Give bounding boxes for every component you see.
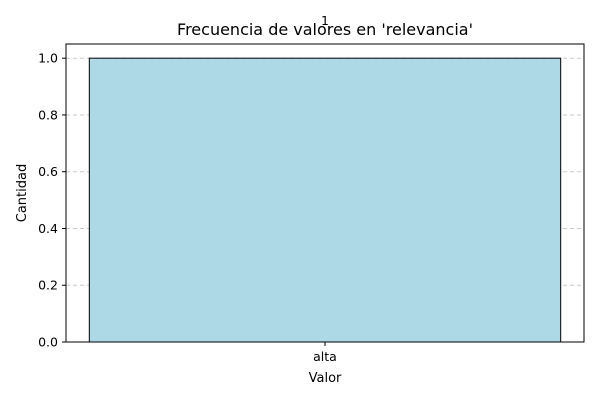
y-axis-label: Cantidad xyxy=(15,164,30,222)
y-tick-label: 0.2 xyxy=(38,278,58,293)
y-tick-label: 0.6 xyxy=(38,164,58,179)
x-axis-ticks: alta xyxy=(313,342,337,364)
x-axis-label: Valor xyxy=(309,371,342,386)
x-tick-label: alta xyxy=(313,349,337,364)
bars xyxy=(88,57,562,343)
bar-value-label: 1 xyxy=(321,13,329,28)
data-labels: 1 xyxy=(321,13,329,28)
y-tick-label: 0.0 xyxy=(38,335,58,350)
y-tick-label: 1.0 xyxy=(38,51,58,66)
y-tick-label: 0.8 xyxy=(38,107,58,122)
chart-title: Frecuencia de valores en 'relevancia' xyxy=(177,20,473,39)
bar-alta xyxy=(88,57,562,343)
y-axis-ticks: 0.0 0.2 0.4 0.6 0.8 1.0 xyxy=(38,51,66,350)
y-tick-label: 0.4 xyxy=(38,221,58,236)
